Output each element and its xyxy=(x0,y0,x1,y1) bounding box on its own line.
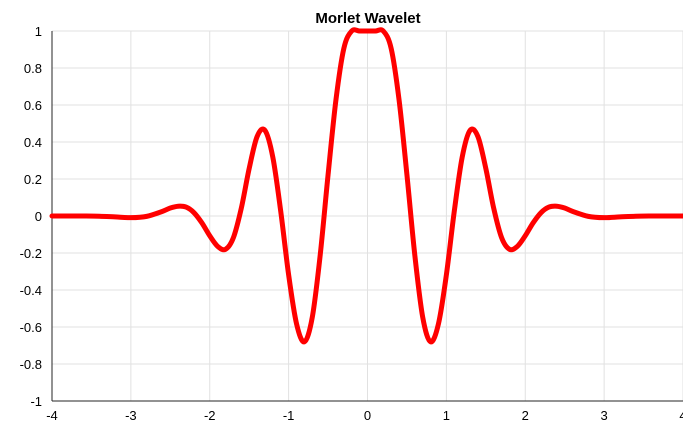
y-tick-label: -0.2 xyxy=(20,246,42,261)
y-tick-label: 0.8 xyxy=(24,61,42,76)
grid xyxy=(51,30,683,402)
y-tick-label: 0.6 xyxy=(24,98,42,113)
x-tick-label: -4 xyxy=(46,408,58,423)
x-tick-label: 3 xyxy=(601,408,608,423)
y-tick-label: -0.4 xyxy=(20,283,42,298)
y-tick-label: 0.4 xyxy=(24,135,42,150)
x-tick-label: -3 xyxy=(125,408,137,423)
y-tick-label: 0.2 xyxy=(24,172,42,187)
series-group xyxy=(49,27,683,345)
x-tick-label: 4 xyxy=(679,408,683,423)
chart-title: Morlet Wavelet xyxy=(315,10,420,27)
y-tick-label: -0.6 xyxy=(20,320,42,335)
x-tick-label: 2 xyxy=(522,408,529,423)
morlet-series-line xyxy=(49,27,683,345)
y-tick-label: -1 xyxy=(30,394,42,409)
y-tick-label: 0 xyxy=(35,209,42,224)
y-tick-label: 1 xyxy=(35,24,42,39)
y-tick-labels: -1 -0.8 -0.6 -0.4 -0.2 0 0.2 0.4 0.6 0.8 1 xyxy=(20,24,42,409)
x-tick-label: 0 xyxy=(364,408,371,423)
x-tick-label: 1 xyxy=(443,408,450,423)
y-tick-label: -0.8 xyxy=(20,357,42,372)
x-tick-labels: -4 -3 -2 -1 0 1 2 3 4 xyxy=(46,408,683,423)
x-tick-label: -2 xyxy=(204,408,216,423)
x-tick-label: -1 xyxy=(283,408,295,423)
